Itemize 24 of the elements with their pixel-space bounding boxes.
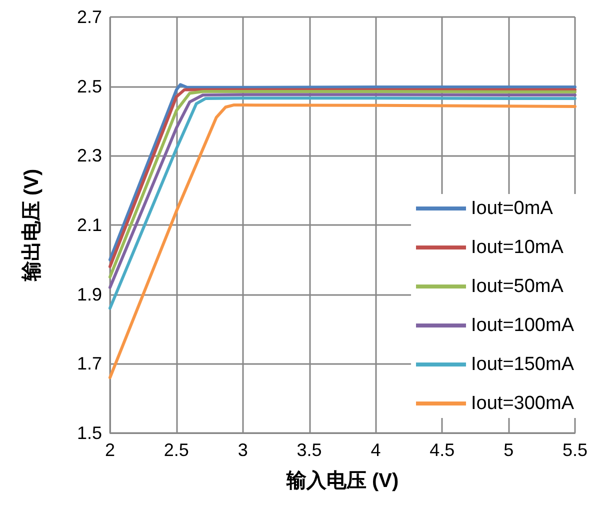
y-tick-label: 1.5 — [76, 423, 102, 443]
y-tick-label: 2.1 — [76, 215, 102, 235]
x-tick-label: 4.5 — [430, 440, 455, 460]
legend-label: Iout=100mA — [471, 315, 574, 336]
legend-label: Iout=150mA — [471, 354, 574, 375]
line-series — [108, 104, 576, 380]
x-tick-label: 2.5 — [164, 440, 189, 460]
x-tick-label: 2 — [104, 440, 116, 460]
x-axis-title: 输入电压 (V) — [285, 469, 399, 492]
legend-label: Iout=10mA — [471, 237, 564, 258]
x-tick-label: 3.5 — [296, 440, 322, 460]
y-axis-title: 输出电压 (V) — [21, 168, 43, 282]
y-tick-label: 1.9 — [76, 284, 102, 304]
x-tick-label: 3 — [238, 440, 248, 460]
x-tick-label: 5.5 — [562, 440, 588, 460]
x-tick-label: 4 — [370, 440, 381, 460]
y-tick-label: 2.5 — [76, 76, 102, 96]
legend-label: Iout=300mA — [471, 393, 574, 414]
y-tick-label: 2.3 — [76, 146, 102, 166]
legend-label: Iout=0mA — [471, 198, 554, 219]
x-tick-label: 5 — [504, 440, 514, 460]
legend-label: Iout=50mA — [471, 276, 564, 297]
y-tick-label: 1.7 — [76, 354, 102, 374]
y-tick-label: 2.7 — [76, 7, 102, 27]
